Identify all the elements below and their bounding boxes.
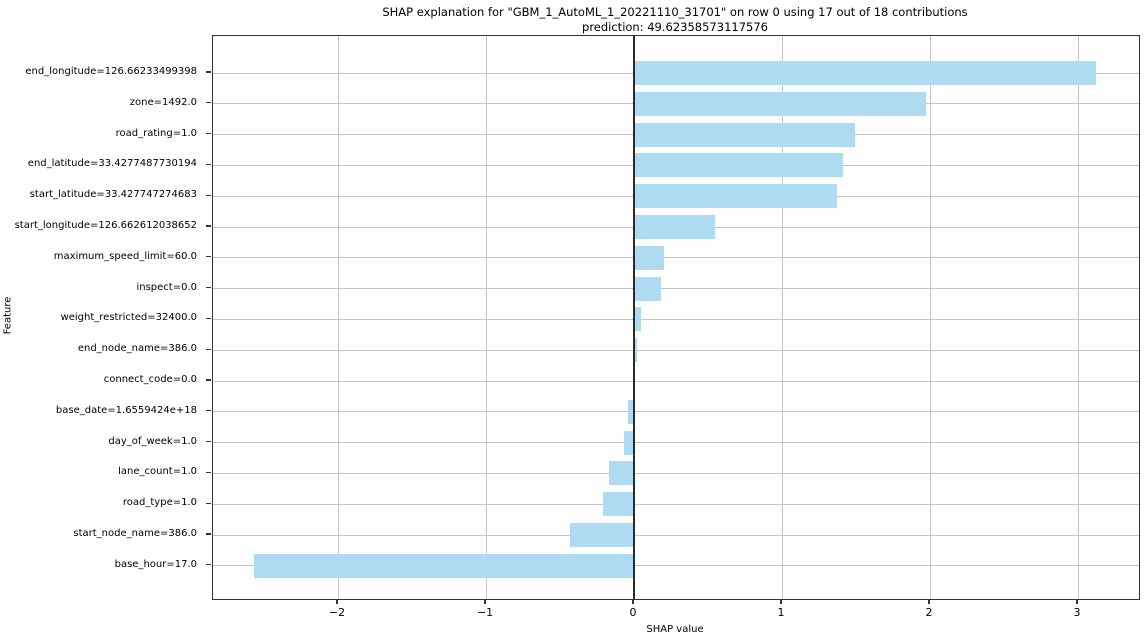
- y-tick-label: maximum_speed_limit=60.0: [53, 250, 197, 262]
- x-tick-label: 0: [629, 606, 637, 619]
- x-tick-mark: [484, 599, 486, 604]
- x-gridline: [485, 36, 487, 599]
- y-gridline: [213, 503, 1139, 505]
- y-gridline: [213, 318, 1139, 320]
- y-gridline: [213, 565, 1139, 567]
- y-tick-mark: [206, 348, 211, 350]
- y-tick-mark: [206, 317, 211, 319]
- x-tick-label: −2: [328, 606, 346, 619]
- y-tick-mark: [206, 194, 211, 196]
- y-tick-mark: [206, 533, 211, 535]
- shap-bar: [253, 553, 635, 578]
- y-tick-label: connect_code=0.0: [103, 374, 197, 385]
- x-tick-mark: [1076, 599, 1078, 604]
- x-gridline: [781, 36, 783, 599]
- shap-bar: [634, 184, 837, 209]
- shap-bar: [570, 523, 635, 547]
- x-gridline: [337, 36, 339, 599]
- x-tick-mark: [928, 599, 930, 604]
- shap-bar: [623, 430, 635, 455]
- x-tick-mark: [336, 599, 338, 604]
- y-gridline: [213, 411, 1139, 413]
- x-tick-row: −2 −1 0 1 2 3: [212, 598, 1138, 628]
- x-tick-label: −1: [476, 606, 494, 619]
- y-tick-mark: [206, 410, 211, 412]
- x-gridline: [1077, 36, 1079, 599]
- y-tick-label: start_latitude=33.427747274683: [29, 189, 197, 201]
- y-tick-label: start_node_name=386.0: [73, 528, 197, 539]
- shap-bar: [634, 338, 637, 363]
- y-gridline: [213, 442, 1139, 444]
- chart-title: SHAP explanation for "GBM_1_AutoML_1_202…: [382, 5, 968, 19]
- y-tick-label: start_longitude=126.662612038652: [14, 220, 197, 231]
- y-tick-label: weight_restricted=32400.0: [60, 312, 197, 324]
- y-tick-label: zone=1492.0: [129, 96, 197, 108]
- shap-bar: [634, 276, 661, 301]
- y-tick-mark: [206, 163, 211, 165]
- x-gridline: [929, 36, 931, 599]
- y-tick-label: end_longitude=126.66233499398: [25, 66, 197, 77]
- x-tick-mark: [780, 599, 782, 604]
- zero-reference-line: [633, 36, 636, 599]
- shap-bar: [628, 399, 635, 424]
- y-tick-mark: [206, 287, 211, 289]
- shap-bar: [608, 461, 635, 486]
- y-tick-label: inspect=0.0: [136, 281, 197, 293]
- y-tick-mark: [206, 471, 211, 473]
- y-gridline: [213, 534, 1139, 536]
- plot-area: [212, 35, 1140, 600]
- shap-bar: [634, 61, 1096, 85]
- y-tick-mark: [206, 225, 211, 227]
- y-tick-label: day_of_week=1.0: [108, 435, 197, 447]
- y-gridline: [213, 472, 1139, 474]
- y-tick-label: base_date=1.6559424e+18: [55, 404, 197, 416]
- y-tick-mark: [206, 71, 211, 73]
- y-tick-label: lane_count=1.0: [118, 466, 197, 478]
- x-tick-mark: [632, 599, 634, 604]
- y-tick-label: end_latitude=33.4277487730194: [27, 158, 197, 170]
- y-tick-mark: [206, 133, 211, 135]
- chart-subtitle: prediction: 49.62358573117576: [582, 20, 768, 34]
- y-tick-label: road_rating=1.0: [115, 127, 197, 139]
- y-tick-mark: [206, 564, 211, 566]
- shap-bar: [602, 492, 635, 517]
- y-gridline: [213, 288, 1139, 290]
- y-gridline: [213, 380, 1139, 382]
- y-tick-label: base_hour=17.0: [114, 558, 197, 570]
- shap-bar: [634, 153, 843, 178]
- x-tick-label: 3: [1073, 606, 1081, 619]
- y-tick-mark: [206, 256, 211, 258]
- x-tick-label: 2: [925, 606, 933, 619]
- y-tick-label-column: end_longitude=126.66233499398 zone=1492.0…: [0, 35, 206, 598]
- shap-bar: [634, 215, 716, 239]
- y-tick-mark: [206, 379, 211, 381]
- shap-bar: [634, 307, 642, 332]
- y-tick-mark: [206, 441, 211, 443]
- y-tick-label: road_type=1.0: [122, 497, 197, 509]
- y-tick-mark: [206, 102, 211, 104]
- shap-bar: [634, 91, 926, 116]
- y-gridline: [213, 349, 1139, 351]
- y-tick-mark: [206, 502, 211, 504]
- x-axis-label: SHAP value: [646, 624, 704, 635]
- x-tick-label: 1: [777, 606, 785, 619]
- shap-bar: [634, 245, 664, 270]
- y-tick-label: end_node_name=386.0: [77, 343, 197, 355]
- y-gridline: [213, 257, 1139, 259]
- shap-bar: [634, 122, 855, 147]
